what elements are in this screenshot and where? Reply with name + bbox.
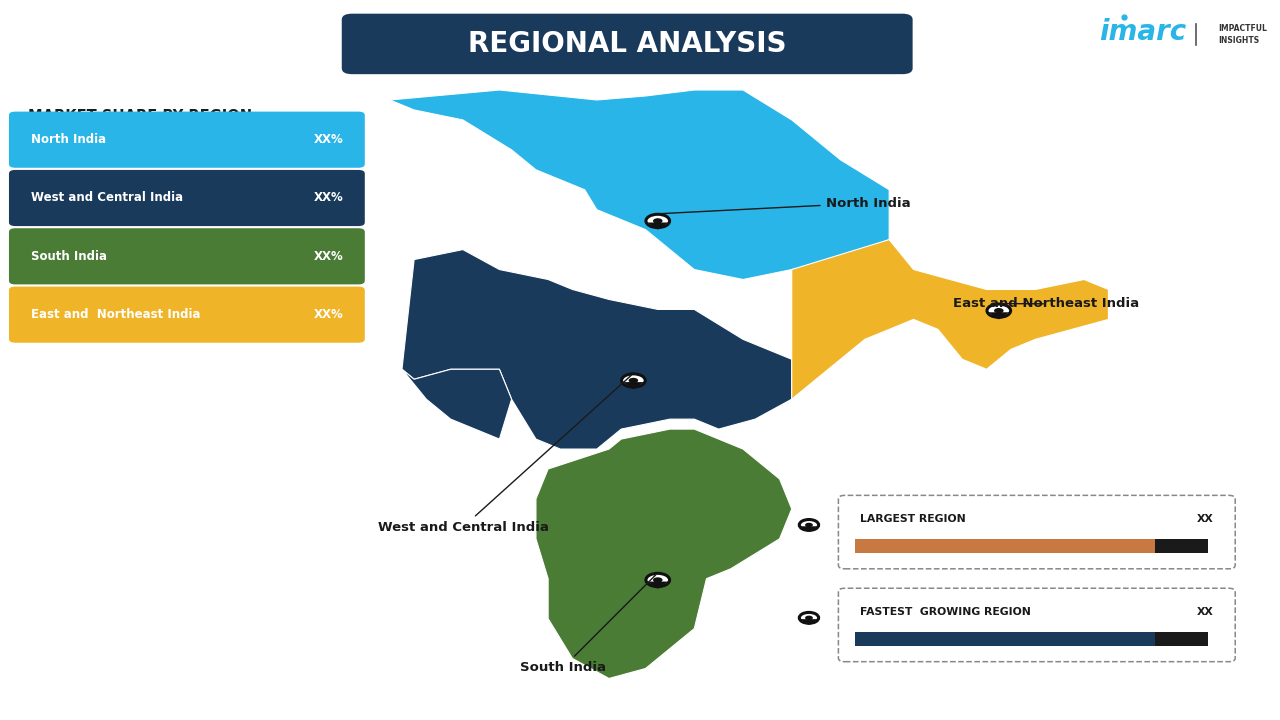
Polygon shape <box>390 90 890 279</box>
Circle shape <box>987 304 1011 318</box>
Polygon shape <box>648 222 668 230</box>
FancyBboxPatch shape <box>9 112 365 168</box>
FancyBboxPatch shape <box>838 495 1235 569</box>
Polygon shape <box>648 582 668 589</box>
Text: South India: South India <box>520 575 655 674</box>
Circle shape <box>805 616 813 620</box>
Text: MARKET SHARE BY REGION: MARKET SHARE BY REGION <box>28 109 252 124</box>
Polygon shape <box>402 250 792 449</box>
Text: XX%: XX% <box>314 250 343 263</box>
Text: XX%: XX% <box>314 192 343 204</box>
FancyBboxPatch shape <box>1155 631 1208 646</box>
FancyBboxPatch shape <box>1155 539 1208 553</box>
FancyBboxPatch shape <box>342 14 913 74</box>
Circle shape <box>646 573 669 587</box>
Text: XX%: XX% <box>314 133 343 146</box>
Circle shape <box>622 374 645 387</box>
Text: East and  Northeast India: East and Northeast India <box>31 308 200 321</box>
Text: North India: North India <box>31 133 106 146</box>
Text: North India: North India <box>660 197 910 214</box>
Text: East and Northeast India: East and Northeast India <box>954 297 1139 310</box>
Text: imarc: imarc <box>1100 19 1187 46</box>
FancyBboxPatch shape <box>9 228 365 284</box>
Circle shape <box>653 577 663 582</box>
Text: REGIONAL ANALYSIS: REGIONAL ANALYSIS <box>468 30 786 58</box>
Text: XX: XX <box>1197 514 1213 524</box>
Polygon shape <box>988 312 1010 320</box>
Circle shape <box>628 378 639 383</box>
FancyBboxPatch shape <box>9 287 365 343</box>
Circle shape <box>799 520 819 531</box>
Text: XX%: XX% <box>314 308 343 321</box>
Circle shape <box>805 523 813 527</box>
Polygon shape <box>800 526 818 532</box>
Text: West and Central India: West and Central India <box>31 192 183 204</box>
Text: West and Central India: West and Central India <box>378 375 631 534</box>
Text: IMPACTFUL
INSIGHTS: IMPACTFUL INSIGHTS <box>1219 24 1267 45</box>
Text: XX: XX <box>1197 607 1213 617</box>
Polygon shape <box>792 240 1108 399</box>
FancyBboxPatch shape <box>9 170 365 226</box>
Circle shape <box>799 613 819 624</box>
FancyBboxPatch shape <box>855 539 1155 553</box>
Text: FASTEST  GROWING REGION: FASTEST GROWING REGION <box>860 607 1030 617</box>
Text: LARGEST REGION: LARGEST REGION <box>860 514 966 524</box>
Text: South India: South India <box>31 250 106 263</box>
Polygon shape <box>402 369 512 439</box>
Circle shape <box>653 218 663 224</box>
Polygon shape <box>536 429 792 678</box>
Polygon shape <box>622 382 644 390</box>
Circle shape <box>995 308 1004 313</box>
FancyBboxPatch shape <box>855 631 1155 646</box>
FancyBboxPatch shape <box>838 588 1235 662</box>
Polygon shape <box>800 619 818 625</box>
Circle shape <box>646 215 669 228</box>
